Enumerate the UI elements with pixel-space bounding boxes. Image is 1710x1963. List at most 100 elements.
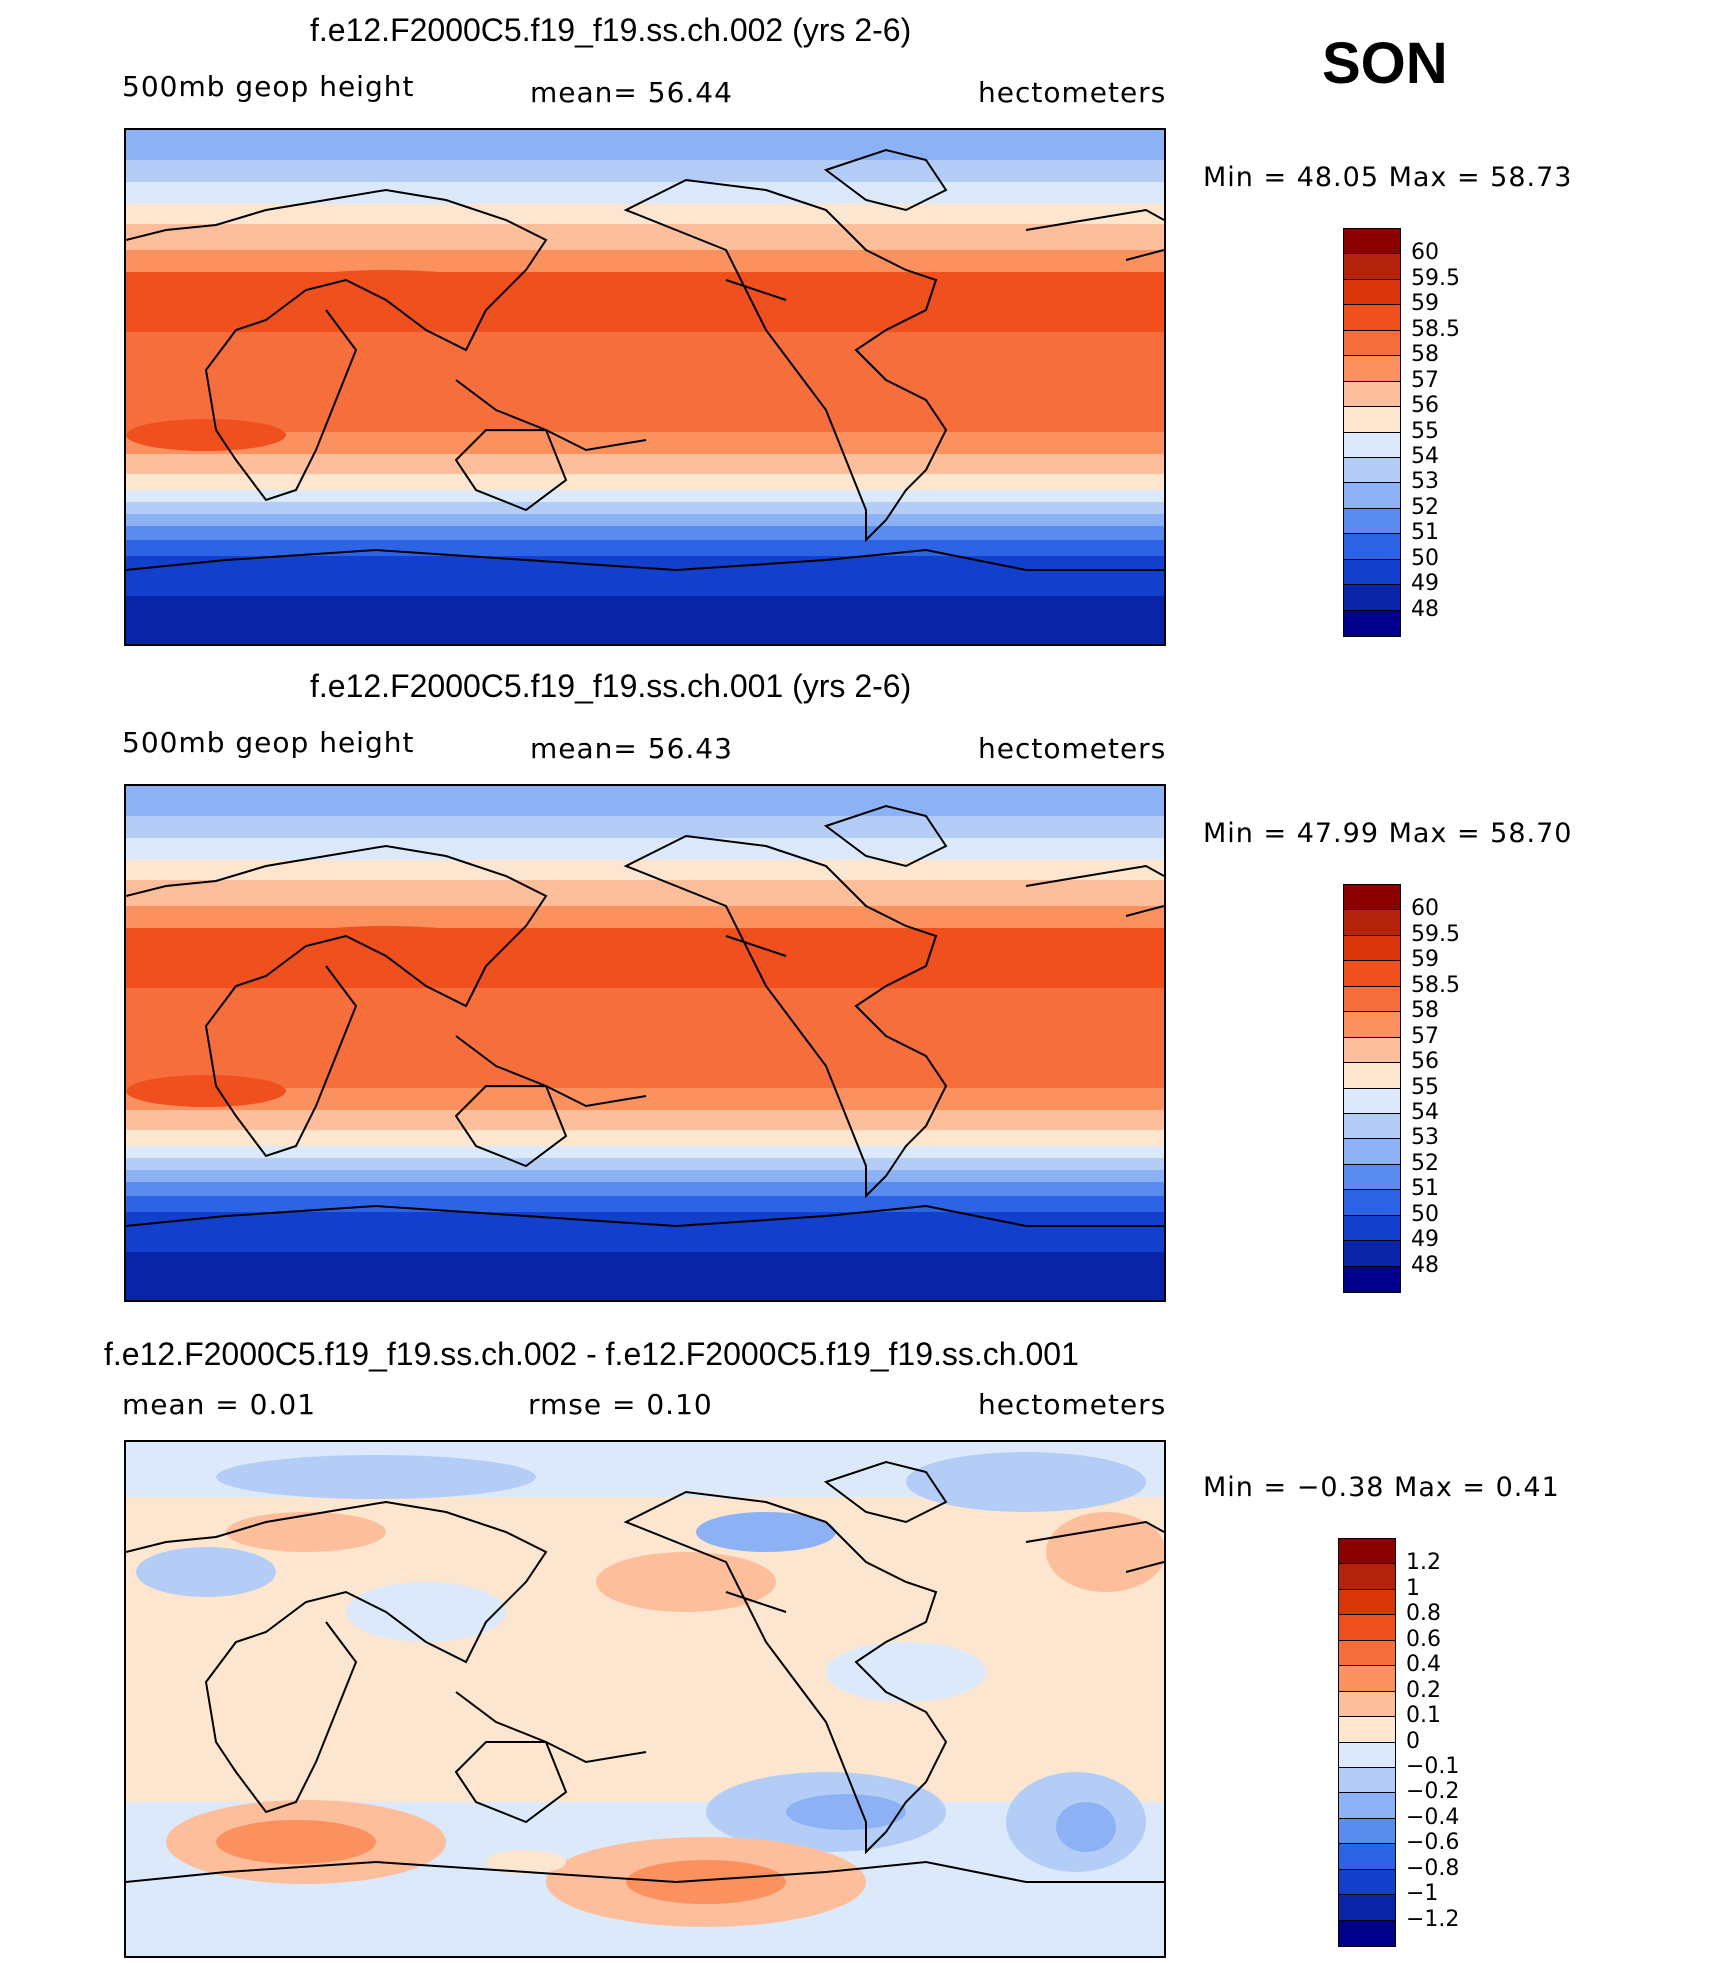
colorbar-segment xyxy=(1344,961,1400,987)
colorbar-tick-label: −0.1 xyxy=(1406,1753,1460,1779)
colorbar-tick-label: 50 xyxy=(1411,545,1439,571)
colorbar-segment xyxy=(1344,330,1400,357)
colorbar-tick-label: 59 xyxy=(1411,291,1439,317)
colorbar-segment xyxy=(1344,279,1400,306)
panel-3-title: f.e12.F2000C5.f19_f19.ss.ch.002 - f.e12.… xyxy=(104,1336,1079,1372)
colorbar-tick-label: −0.2 xyxy=(1406,1779,1460,1805)
colorbar-segment xyxy=(1339,1640,1395,1667)
colorbar-tick-label: 52 xyxy=(1411,1150,1439,1176)
panel-3-map xyxy=(124,1440,1166,1958)
colorbar-segment xyxy=(1339,1869,1395,1896)
colorbar-tick-label: 49 xyxy=(1411,1227,1439,1253)
colorbar-tick-label: 60 xyxy=(1411,240,1439,266)
panel-1-colorbar xyxy=(1343,228,1401,637)
colorbar-segment xyxy=(1339,1767,1395,1794)
panel-1-variable-label: 500mb geop height xyxy=(122,70,415,103)
colorbar-segment xyxy=(1344,1215,1400,1242)
colorbar-tick-label: 55 xyxy=(1411,418,1439,444)
colorbar-segment xyxy=(1344,381,1400,408)
colorbar-tick-label: −0.6 xyxy=(1406,1830,1460,1856)
panel-3-rmse-label: rmse = 0.10 xyxy=(528,1388,713,1421)
colorbar-segment xyxy=(1344,1266,1400,1292)
colorbar-tick-label: 59.5 xyxy=(1411,921,1460,947)
colorbar-segment xyxy=(1344,986,1400,1013)
colorbar-tick-label: 0.8 xyxy=(1406,1601,1441,1627)
colorbar-segment xyxy=(1344,432,1400,458)
panel-2-minmax: Min = 47.99 Max = 58.70 xyxy=(1203,818,1573,849)
colorbar-tick-label: 51 xyxy=(1411,520,1439,546)
colorbar-segment xyxy=(1344,457,1400,484)
panel-2-mean-label: mean= 56.43 xyxy=(530,732,733,765)
colorbar-tick-label: −0.8 xyxy=(1406,1855,1460,1881)
colorbar-segment xyxy=(1344,1063,1400,1089)
colorbar-tick-label: 48 xyxy=(1411,596,1439,622)
colorbar-segment xyxy=(1344,1012,1400,1038)
colorbar-tick-label: 58 xyxy=(1411,998,1439,1024)
colorbar-segment xyxy=(1344,407,1400,433)
colorbar-segment xyxy=(1339,1539,1395,1565)
colorbar-tick-label: 56 xyxy=(1411,1049,1439,1075)
colorbar-tick-label: 54 xyxy=(1411,443,1439,469)
colorbar-segment xyxy=(1339,1666,1395,1692)
panel-1-title: f.e12.F2000C5.f19_f19.ss.ch.002 (yrs 2-6… xyxy=(310,12,912,48)
colorbar-segment xyxy=(1339,1818,1395,1845)
panel-3-mean-label: mean = 0.01 xyxy=(122,1388,317,1421)
colorbar-segment xyxy=(1344,1241,1400,1267)
colorbar-tick-label: 49 xyxy=(1411,571,1439,597)
colorbar-segment xyxy=(1339,1564,1395,1590)
colorbar-segment xyxy=(1344,483,1400,509)
colorbar-tick-label: 53 xyxy=(1411,1125,1439,1151)
colorbar-segment xyxy=(1344,559,1400,586)
colorbar-tick-label: 58.5 xyxy=(1411,972,1460,998)
colorbar-segment xyxy=(1339,1742,1395,1768)
colorbar-tick-label: 0.4 xyxy=(1406,1652,1441,1678)
colorbar-tick-label: −1 xyxy=(1406,1881,1439,1907)
colorbar-segment xyxy=(1339,1615,1395,1641)
colorbar-segment xyxy=(1344,1037,1400,1064)
colorbar-segment xyxy=(1344,910,1400,936)
colorbar-segment xyxy=(1344,356,1400,382)
colorbar-segment xyxy=(1344,935,1400,962)
colorbar-segment xyxy=(1344,885,1400,911)
colorbar-tick-label: 60 xyxy=(1411,896,1439,922)
colorbar-tick-label: 50 xyxy=(1411,1201,1439,1227)
colorbar-tick-label: 52 xyxy=(1411,494,1439,520)
panel-3-minmax: Min = −0.38 Max = 0.41 xyxy=(1203,1472,1560,1503)
panel-2-colorbar xyxy=(1343,884,1401,1293)
colorbar-segment xyxy=(1339,1589,1395,1616)
colorbar-tick-label: 0 xyxy=(1406,1728,1420,1754)
colorbar-segment xyxy=(1344,610,1400,636)
colorbar-segment xyxy=(1344,508,1400,535)
colorbar-tick-label: 57 xyxy=(1411,367,1439,393)
colorbar-tick-label: 59 xyxy=(1411,947,1439,973)
panel-2-title: f.e12.F2000C5.f19_f19.ss.ch.001 (yrs 2-6… xyxy=(310,668,912,704)
colorbar-segment xyxy=(1344,254,1400,280)
colorbar-tick-label: 56 xyxy=(1411,393,1439,419)
panel-1-map xyxy=(124,128,1166,646)
colorbar-tick-label: 58 xyxy=(1411,342,1439,368)
colorbar-tick-label: −0.4 xyxy=(1406,1804,1460,1830)
panel-1-minmax: Min = 48.05 Max = 58.73 xyxy=(1203,162,1573,193)
colorbar-tick-label: 1 xyxy=(1406,1575,1420,1601)
colorbar-tick-label: 59.5 xyxy=(1411,265,1460,291)
colorbar-segment xyxy=(1339,1844,1395,1870)
colorbar-segment xyxy=(1344,585,1400,611)
colorbar-segment xyxy=(1344,305,1400,331)
colorbar-tick-label: −1.2 xyxy=(1406,1906,1460,1932)
colorbar-segment xyxy=(1339,1920,1395,1946)
colorbar-tick-label: 0.1 xyxy=(1406,1703,1441,1729)
colorbar-tick-label: 58.5 xyxy=(1411,316,1460,342)
colorbar-segment xyxy=(1344,1164,1400,1191)
colorbar-tick-label: 0.6 xyxy=(1406,1626,1441,1652)
colorbar-segment xyxy=(1344,1190,1400,1216)
panel-2-variable-label: 500mb geop height xyxy=(122,726,415,759)
panel-1-units-label: hectometers xyxy=(978,76,1167,109)
colorbar-tick-label: 1.2 xyxy=(1406,1550,1441,1576)
panel-2-units-label: hectometers xyxy=(978,732,1167,765)
colorbar-tick-label: 0.2 xyxy=(1406,1677,1441,1703)
colorbar-tick-label: 51 xyxy=(1411,1176,1439,1202)
season-label: SON xyxy=(1322,31,1448,96)
colorbar-segment xyxy=(1344,1113,1400,1140)
colorbar-tick-label: 57 xyxy=(1411,1023,1439,1049)
colorbar-tick-label: 53 xyxy=(1411,469,1439,495)
